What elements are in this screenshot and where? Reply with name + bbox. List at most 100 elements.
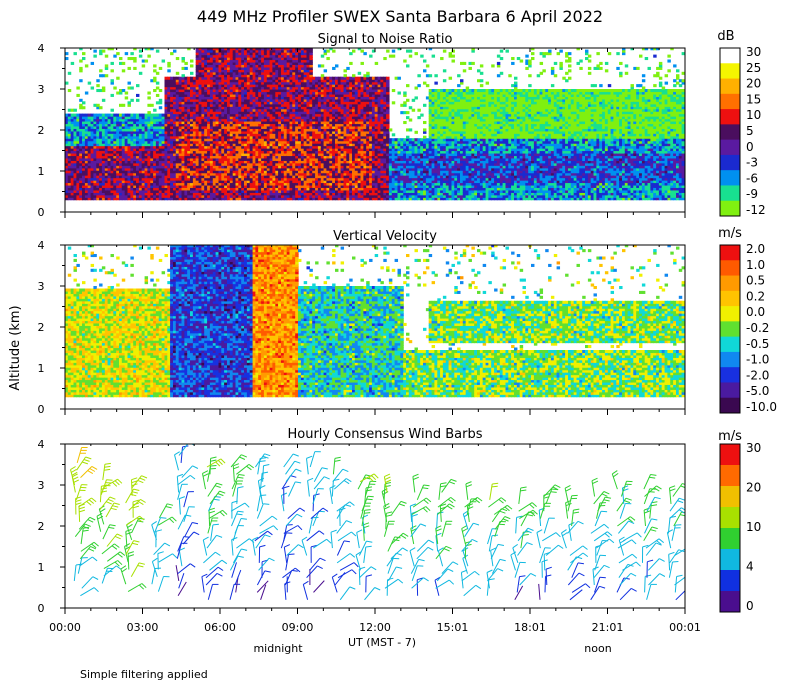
heatmap-cell [130,99,133,102]
heatmap-cell [125,92,128,95]
heatmap-cell [99,69,102,72]
heatmap-cell [176,57,179,60]
heatmap-cell [147,55,150,58]
heatmap-cell [167,62,170,65]
heatmap-cell [82,106,85,109]
heatmap-cell [159,67,162,70]
heatmap-cell [91,62,94,65]
heatmap-cell [85,64,88,67]
heatmap-cell [159,99,162,102]
heatmap-cell [91,87,94,90]
heatmap-cell [130,52,133,55]
heatmap-cell [190,64,193,67]
heatmap-cell [147,92,150,95]
heatmap-cell [326,57,329,60]
heatmap-cell [116,77,119,80]
heatmap-cell [79,67,82,70]
heatmap-cell [85,92,88,95]
heatmap-cell [99,106,102,109]
heatmap-cell [122,62,125,65]
heatmap-cell [125,96,128,99]
heatmap-cell [93,50,96,53]
snr-panel-title: Signal to Noise Ratio [318,32,453,47]
heatmap-cell [111,109,114,112]
heatmap-cell [136,99,139,102]
heatmap-cell [102,50,105,53]
heatmap-cell [176,72,179,75]
heatmap-cell [122,69,125,72]
heatmap-cell [145,60,148,63]
heatmap-cell [128,82,131,85]
heatmap-cell [74,109,77,112]
heatmap-cell [156,72,159,75]
heatmap-cell [82,57,85,60]
heatmap-cell [111,94,114,97]
profiler-figure: 449 MHz Profiler SWEX Santa Barbara 6 Ap… [0,0,800,700]
heatmap-cell [68,89,71,92]
heatmap-cell [162,60,165,63]
heatmap-cell [105,74,108,77]
heatmap-cell [82,101,85,104]
heatmap-cell [156,94,159,97]
heatmap-cell [65,57,68,60]
heatmap-cell [116,52,119,55]
heatmap-cell [102,87,105,90]
heatmap-cell [96,79,99,82]
heatmap-cell [111,62,114,65]
heatmap-cell [130,87,133,90]
heatmap-cell [71,62,74,65]
heatmap-cell [324,69,327,72]
heatmap-cell [335,64,338,67]
heatmap-cell [105,64,108,67]
heatmap-cell [65,82,68,85]
heatmap-cell [153,64,156,67]
heatmap-cell [321,64,324,67]
heatmap-cell [184,62,187,65]
heatmap-cell [113,87,116,90]
heatmap-cell [82,52,85,55]
heatmap-cell [150,104,153,107]
heatmap-cell [153,109,156,112]
snr-heatmap [65,47,688,200]
heatmap-cell [102,99,105,102]
heatmap-cell [190,72,193,75]
heatmap-cell [128,67,131,70]
heatmap-cell [68,72,71,75]
figure-title: 449 MHz Profiler SWEX Santa Barbara 6 Ap… [197,7,603,26]
heatmap-cell [173,50,176,53]
heatmap-cell [74,52,77,55]
heatmap-cell [159,89,162,92]
heatmap-cell [76,87,79,90]
heatmap-cell [105,55,108,58]
heatmap-cell [153,77,156,80]
heatmap-cell [76,94,79,97]
heatmap-cell [133,67,136,70]
heatmap-cell [159,106,162,109]
heatmap-cell [111,79,114,82]
heatmap-cell [147,96,150,99]
heatmap-cell [190,60,193,63]
heatmap-cell [139,72,142,75]
heatmap-cell [93,55,96,58]
heatmap-cell [156,50,159,53]
heatmap-cell [184,67,187,70]
heatmap-cell [139,55,142,58]
heatmap-cell [88,82,91,85]
heatmap-cell [119,57,122,60]
heatmap-cell [111,69,114,72]
heatmap-cell [136,94,139,97]
heatmap-cell [96,84,99,87]
heatmap-cell [139,50,142,53]
heatmap-cell [156,82,159,85]
heatmap-cell [122,104,125,107]
heatmap-cell [125,52,128,55]
heatmap-cell [142,64,145,67]
heatmap-cell [167,69,170,72]
heatmap-cell [133,57,136,60]
heatmap-cell [332,50,335,53]
heatmap-cell [136,84,139,87]
heatmap-cell [182,57,185,60]
heatmap-cell [65,52,68,55]
heatmap-cell [79,79,82,82]
